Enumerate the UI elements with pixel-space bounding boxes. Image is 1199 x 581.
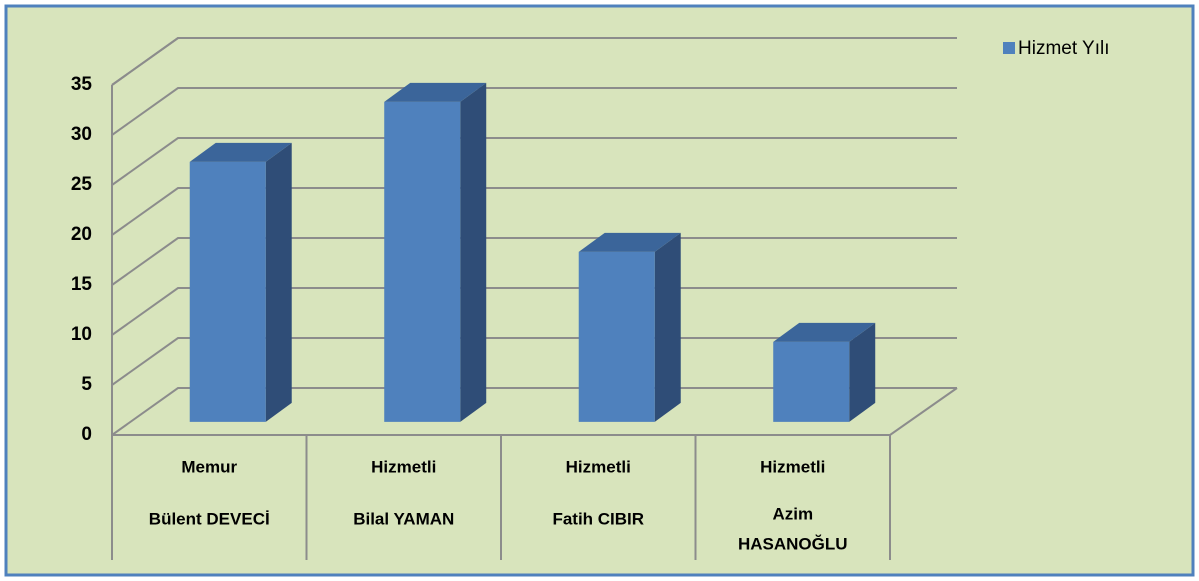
bar-top bbox=[384, 82, 487, 102]
y-tick-label: 35 bbox=[71, 74, 93, 95]
grid-line bbox=[111, 137, 957, 186]
y-tick-label: 30 bbox=[71, 124, 92, 145]
bar-front bbox=[578, 251, 655, 422]
grid-line bbox=[111, 187, 957, 236]
bar-side bbox=[460, 82, 487, 422]
bar-top bbox=[189, 142, 292, 162]
bar bbox=[384, 82, 487, 422]
bar-side bbox=[849, 322, 876, 422]
x-tick-label: Azim bbox=[772, 504, 813, 523]
x-tick-label: Hizmetli bbox=[760, 457, 825, 476]
y-tick-label: 5 bbox=[81, 374, 92, 395]
x-tick-label: Bilal YAMAN bbox=[353, 509, 454, 528]
bar-top bbox=[578, 232, 681, 252]
x-tick-label: Memur bbox=[181, 457, 237, 476]
y-tick-label: 20 bbox=[71, 224, 92, 245]
y-tick-label: 15 bbox=[71, 274, 93, 295]
grid-line bbox=[111, 287, 957, 336]
grid-line bbox=[111, 37, 957, 86]
y-tick-label: 10 bbox=[71, 324, 92, 345]
grid-line bbox=[111, 337, 957, 386]
x-tick-label: Hizmetli bbox=[566, 457, 631, 476]
bar bbox=[578, 232, 681, 422]
bar-side bbox=[654, 232, 681, 422]
y-tick-label: 25 bbox=[71, 174, 93, 195]
grid-line bbox=[111, 87, 957, 136]
bar-front bbox=[773, 341, 850, 422]
bar-front bbox=[189, 161, 266, 422]
x-tick-label: Fatih CIBIR bbox=[552, 509, 644, 528]
y-tick-label: 0 bbox=[81, 424, 92, 445]
bar bbox=[773, 322, 876, 422]
x-tick-label: HASANOĞLU bbox=[738, 534, 848, 553]
x-tick-label: Bülent DEVECİ bbox=[149, 509, 270, 528]
x-tick-label: Hizmetli bbox=[371, 457, 436, 476]
legend-swatch bbox=[1003, 42, 1015, 54]
bar-front bbox=[384, 101, 461, 422]
legend-label: Hizmet Yılı bbox=[1018, 38, 1110, 59]
grid-line bbox=[111, 237, 957, 286]
grid-line bbox=[111, 387, 957, 436]
bar bbox=[189, 142, 292, 422]
bar-top bbox=[773, 322, 876, 342]
bar-side bbox=[265, 142, 292, 422]
